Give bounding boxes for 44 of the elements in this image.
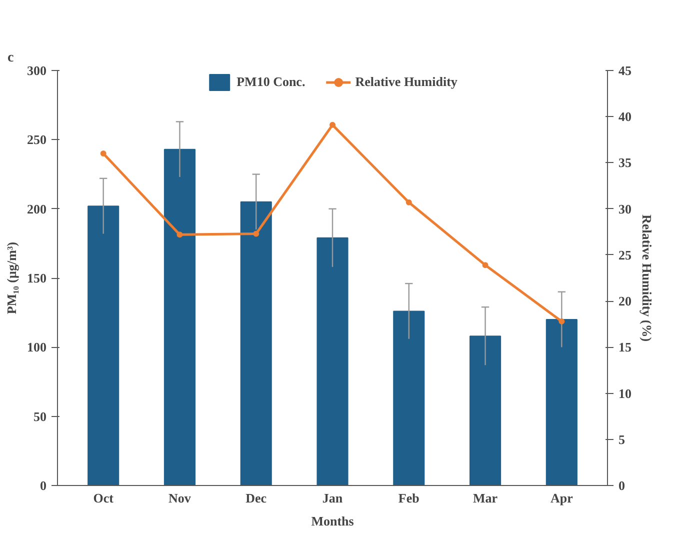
x-tick-label: Feb bbox=[398, 490, 420, 506]
point bbox=[253, 230, 260, 237]
bar bbox=[240, 201, 272, 486]
y-tick-label: 0 bbox=[40, 478, 46, 493]
point bbox=[482, 262, 488, 268]
bar bbox=[470, 336, 502, 486]
y-tick-label: 200 bbox=[27, 201, 46, 216]
y2-tick-label: 40 bbox=[618, 109, 632, 124]
y-axis-title: PM₁₀ (µg/m³) bbox=[4, 242, 19, 314]
bar bbox=[316, 237, 348, 486]
y2-tick-label: 20 bbox=[618, 294, 632, 309]
x-tick-label: Jan bbox=[322, 490, 344, 506]
y2-tick-label: 10 bbox=[618, 386, 632, 401]
legend-label: PM10 Conc. bbox=[236, 74, 306, 90]
y-tick-label: 300 bbox=[27, 63, 46, 78]
point bbox=[558, 318, 565, 324]
x-axis-title: Months bbox=[311, 514, 354, 528]
y-tick-label: 100 bbox=[27, 340, 46, 355]
point bbox=[176, 232, 183, 238]
bar bbox=[393, 310, 425, 486]
text: c bbox=[8, 50, 14, 66]
bar bbox=[88, 206, 120, 486]
point bbox=[100, 150, 106, 156]
x-tick-label: Dec bbox=[246, 490, 267, 506]
x-tick-label: Mar bbox=[473, 490, 498, 506]
y-tick-label: 250 bbox=[27, 132, 46, 148]
x-tick-label: Nov bbox=[168, 490, 192, 506]
point bbox=[330, 122, 336, 128]
x-tick-label: Oct bbox=[93, 490, 114, 506]
point bbox=[406, 199, 412, 206]
bar bbox=[164, 148, 196, 486]
y-tick-label: 50 bbox=[34, 408, 46, 424]
y2-tick-label: 45 bbox=[618, 63, 632, 78]
bar bbox=[546, 319, 578, 486]
y2-axis-title: Relative Humidity (%) bbox=[640, 214, 654, 342]
y2-tick-label: 30 bbox=[618, 201, 632, 216]
y2-tick-label: 15 bbox=[618, 340, 632, 355]
y2-tick-label: 5 bbox=[618, 432, 626, 447]
y2-tick-label: 25 bbox=[618, 247, 632, 262]
y2-tick-label: 0 bbox=[618, 478, 625, 493]
y2-tick-label: 35 bbox=[618, 155, 632, 170]
x-tick-label: Apr bbox=[550, 490, 574, 506]
legend-label: Relative Humidity bbox=[355, 74, 458, 90]
y-tick-label: 150 bbox=[27, 270, 46, 286]
